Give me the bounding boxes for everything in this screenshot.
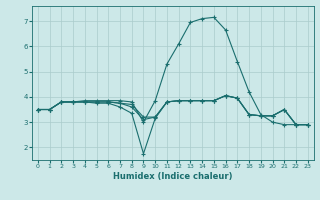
X-axis label: Humidex (Indice chaleur): Humidex (Indice chaleur) bbox=[113, 172, 233, 181]
